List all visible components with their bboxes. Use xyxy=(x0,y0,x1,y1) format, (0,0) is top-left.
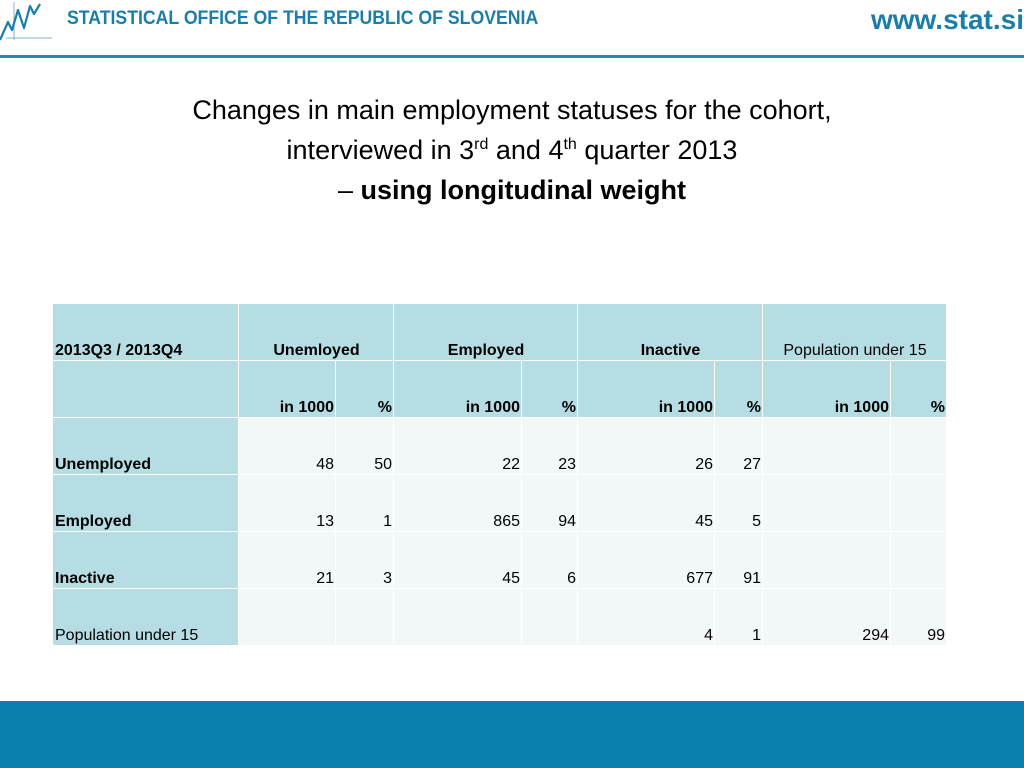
title-superscript: th xyxy=(563,136,577,153)
table-cell xyxy=(890,474,947,532)
table-cell: 23 xyxy=(521,417,578,475)
table-row: Population under 15 4 1 294 99 xyxy=(52,588,947,646)
row-label: Inactive xyxy=(52,531,239,589)
table-cell xyxy=(762,531,891,589)
table-cell xyxy=(393,588,522,646)
row-label: Employed xyxy=(52,474,239,532)
column-group-header: Population under 15 xyxy=(762,303,947,361)
table-cell: 6 xyxy=(521,531,578,589)
table-cell xyxy=(762,417,891,475)
table-cell xyxy=(762,474,891,532)
title-emphasis: using longitudinal weight xyxy=(360,175,686,205)
table-cell: 94 xyxy=(521,474,578,532)
table-cell: 677 xyxy=(577,531,715,589)
column-subheader: % xyxy=(335,360,394,418)
stat-si-logo-icon xyxy=(0,2,52,41)
header: STATISTICAL OFFICE OF THE REPUBLIC OF SL… xyxy=(0,0,1024,58)
table-corner-label: 2013Q3 / 2013Q4 xyxy=(52,303,239,361)
column-group-header: Inactive xyxy=(577,303,763,361)
column-subheader: % xyxy=(521,360,578,418)
column-subheader: % xyxy=(714,360,763,418)
column-subheader: in 1000 xyxy=(762,360,891,418)
table-cell: 50 xyxy=(335,417,394,475)
org-name: STATISTICAL OFFICE OF THE REPUBLIC OF SL… xyxy=(67,8,539,29)
row-label: Unemployed xyxy=(52,417,239,475)
table-cell: 3 xyxy=(335,531,394,589)
table-row: Unemployed 48 50 22 23 26 27 xyxy=(52,417,947,475)
table-cell: 45 xyxy=(577,474,715,532)
table-cell: 27 xyxy=(714,417,763,475)
column-subheader: % xyxy=(890,360,947,418)
table-cell: 4 xyxy=(577,588,715,646)
table-cell: 5 xyxy=(714,474,763,532)
title-text: quarter 2013 xyxy=(576,135,738,165)
column-subheader: in 1000 xyxy=(238,360,336,418)
table-cell xyxy=(890,531,947,589)
table-cell: 1 xyxy=(714,588,763,646)
title-line-2: interviewed in 3rd and 4th quarter 2013 xyxy=(0,130,1024,170)
title-line-3: – using longitudinal weight xyxy=(0,170,1024,210)
table-cell: 99 xyxy=(890,588,947,646)
empty-header-cell xyxy=(52,360,239,418)
employment-status-table: 2013Q3 / 2013Q4 Unemloyed Employed Inact… xyxy=(52,303,947,646)
table-cell xyxy=(890,417,947,475)
table-cell: 22 xyxy=(393,417,522,475)
table-cell xyxy=(238,588,336,646)
table-cell xyxy=(521,588,578,646)
table-cell xyxy=(335,588,394,646)
column-subheader: in 1000 xyxy=(393,360,522,418)
title-dash: – xyxy=(338,175,361,205)
title-text: interviewed in 3 xyxy=(286,135,475,165)
table-cell: 26 xyxy=(577,417,715,475)
slide-title: Changes in main employment statuses for … xyxy=(0,90,1024,210)
site-url-link[interactable]: www.stat.si xyxy=(870,4,1024,35)
table-header-row: 2013Q3 / 2013Q4 Unemloyed Employed Inact… xyxy=(52,303,947,361)
table-cell: 45 xyxy=(393,531,522,589)
footer-band xyxy=(0,701,1024,768)
header-divider xyxy=(0,55,1024,58)
table-row: Employed 13 1 865 94 45 5 xyxy=(52,474,947,532)
table-cell: 91 xyxy=(714,531,763,589)
table-cell: 1 xyxy=(335,474,394,532)
table-row: Inactive 21 3 45 6 677 91 xyxy=(52,531,947,589)
title-text: and 4 xyxy=(488,135,564,165)
table-cell: 13 xyxy=(238,474,336,532)
title-line-1: Changes in main employment statuses for … xyxy=(192,95,832,125)
table-cell: 48 xyxy=(238,417,336,475)
row-label: Population under 15 xyxy=(52,588,239,646)
column-group-header: Unemloyed xyxy=(238,303,394,361)
table-subheader-row: in 1000 % in 1000 % in 1000 % in 1000 % xyxy=(52,360,947,418)
column-subheader: in 1000 xyxy=(577,360,715,418)
table-cell: 21 xyxy=(238,531,336,589)
column-group-header: Employed xyxy=(393,303,578,361)
table-cell: 294 xyxy=(762,588,891,646)
title-superscript: rd xyxy=(474,136,489,153)
table-cell: 865 xyxy=(393,474,522,532)
